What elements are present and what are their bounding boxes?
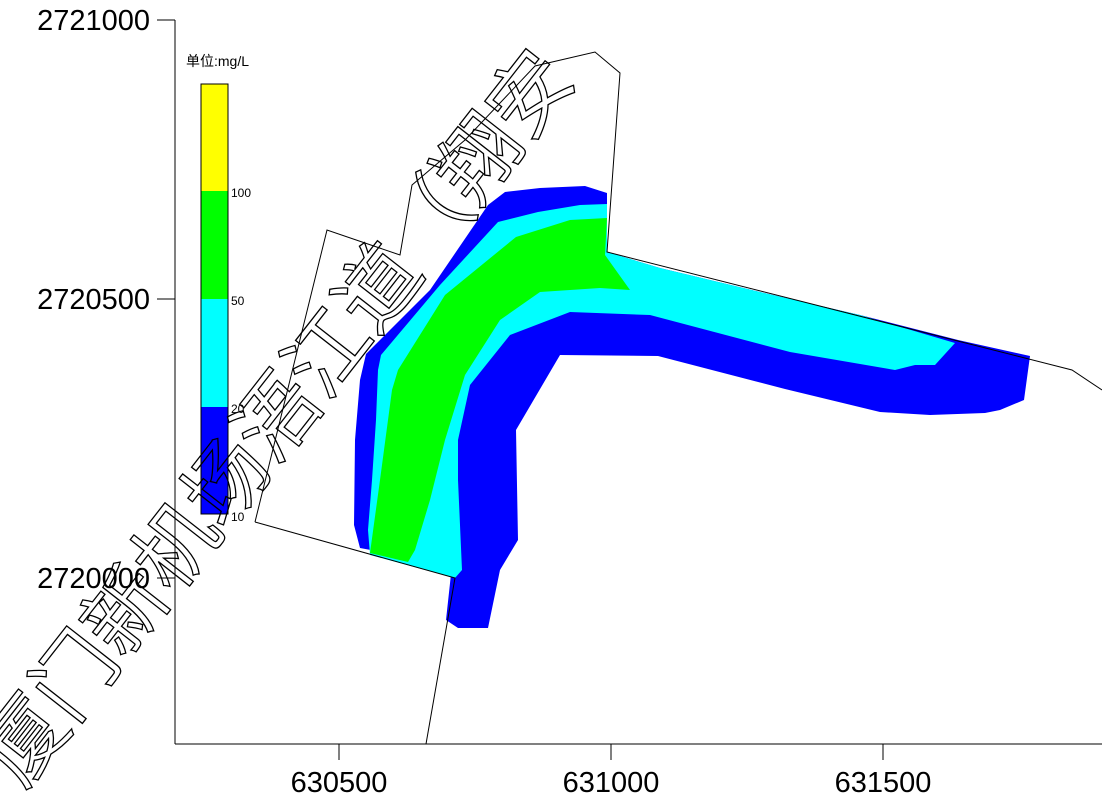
- legend-swatch-10-20: [201, 407, 228, 514]
- legend-swatch-100-plus: [201, 84, 228, 191]
- legend-level-50: 50: [231, 294, 245, 308]
- legend-level-20: 20: [231, 402, 245, 416]
- domain-boundary: [254, 51, 1102, 523]
- legend-level-100: 100: [231, 186, 251, 200]
- legend-swatch-20-50: [201, 299, 228, 407]
- x-tick-label: 631000: [563, 767, 660, 799]
- legend-frame: [200, 83, 229, 515]
- y-tick-label: 2720000: [37, 563, 150, 595]
- y-tick-label: 2721000: [37, 5, 150, 37]
- legend-level-10: 10: [231, 510, 245, 524]
- legend-title: 单位:mg/L: [186, 53, 249, 69]
- y-tick-label: 2720500: [37, 284, 150, 316]
- x-tick-label: 631500: [835, 767, 932, 799]
- contour-band-50-100: [370, 218, 630, 562]
- legend-swatch-50-100: [201, 191, 228, 299]
- domain-boundary-edge: [254, 521, 456, 745]
- x-tick-label: 630500: [291, 767, 388, 799]
